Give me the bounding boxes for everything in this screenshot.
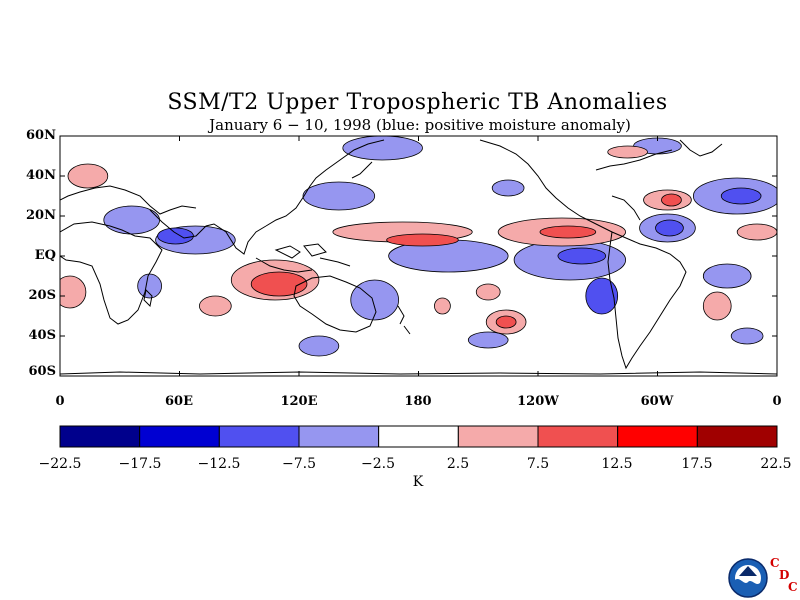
y-tick-label: 20N [26,208,56,223]
colorbar-level-label: −12.5 [197,456,241,472]
coastline-europe [60,185,197,215]
anomaly-contour [539,225,597,239]
colorbar [59,425,778,448]
anomaly-contour [607,145,648,159]
coastline-antarctica [60,371,777,375]
y-tick-label: 60N [26,128,56,143]
x-axis-ticks [59,136,778,376]
y-tick-label: 60S [28,364,56,379]
map-title: SSM/T2 Upper Tropospheric TB Anomalies [167,90,668,115]
anomaly-contour [342,136,423,161]
noaa-logo-icon [728,558,768,598]
coastline-japan [351,161,373,179]
anomaly-contour [250,271,308,297]
colorbar-segment [378,425,459,448]
coastline-new-zealand [397,305,411,335]
colorbar-level-label: −7.5 [282,456,316,472]
anomaly-contour [655,219,684,237]
anomaly-contour [386,233,459,247]
anomaly-contour [434,297,451,315]
coastline-east-asia [265,139,385,227]
colorbar-level-label: −22.5 [38,456,82,472]
colorbar-level-label: −2.5 [361,456,395,472]
coastline-south-asia [149,209,267,255]
x-tick-label: 60W [640,394,674,409]
anomaly-contour [298,335,340,357]
anomaly-contour [730,327,764,345]
x-tick-label: 180 [404,394,432,409]
x-tick-label: 120W [517,394,559,409]
coastlines [60,139,777,375]
anomaly-contour [302,181,376,211]
anomaly-contour [585,277,619,315]
colorbar-level-label: 2.5 [446,456,470,472]
x-tick-label: 120E [280,394,318,409]
colorbar-level-label: −17.5 [118,456,162,472]
anomaly-contour [736,223,777,241]
coastline-africa [60,221,163,325]
colorbar-segment [298,425,380,448]
y-tick-label: 40S [28,328,56,343]
anomaly-contour [467,331,509,349]
logo-letter: D [779,568,790,582]
anomaly-contour [702,291,732,321]
logo-letter: C [788,580,798,594]
y-axis-ticks [60,135,777,377]
colorbar-segment [139,425,220,448]
colorbar-level-label: 7.5 [526,456,550,472]
x-tick-label: 0 [55,394,65,409]
anomaly-contour [199,295,232,317]
colorbar-segment [457,425,539,448]
colorbar-segment [696,425,778,448]
anomaly-contour [475,283,501,301]
colorbar-unit: K [412,474,424,490]
coastline-north-america [479,139,613,233]
colorbar-segment [218,425,300,448]
y-tick-label: 20S [28,288,56,303]
colorbar-level-label: 12.5 [601,456,633,472]
anomaly-contour [103,205,160,235]
y-tick-label: EQ [34,248,56,263]
anomaly-contour [157,227,194,245]
x-tick-label: 60E [165,394,193,409]
anomaly-contour [720,187,762,205]
map-subtitle: January 6 − 10, 1998 (blue: positive moi… [209,116,631,134]
anomaly-contour [137,273,162,299]
colorbar-level-label: 17.5 [681,456,713,472]
colorbar-segment [537,425,619,448]
anomaly-contour [491,179,525,197]
anomaly-contour [661,193,682,207]
colorbar-level-label: 22.5 [760,456,792,472]
x-tick-label: 0 [772,394,782,409]
anomaly-contour [557,247,607,265]
y-tick-label: 40N [26,168,56,183]
logo-letter: C [770,556,780,570]
coastline-south-america [607,231,687,370]
anomaly-contour [495,315,517,329]
colorbar-segment [617,425,698,448]
anomaly-contour [702,263,752,289]
coastline-indonesia [255,257,313,273]
coastline-greenland [679,139,723,157]
anomaly-contours [60,136,777,357]
anomaly-contour [60,275,87,309]
colorbar-segment [59,425,141,448]
coastline-australia [293,275,377,333]
anomaly-contour [67,163,109,189]
